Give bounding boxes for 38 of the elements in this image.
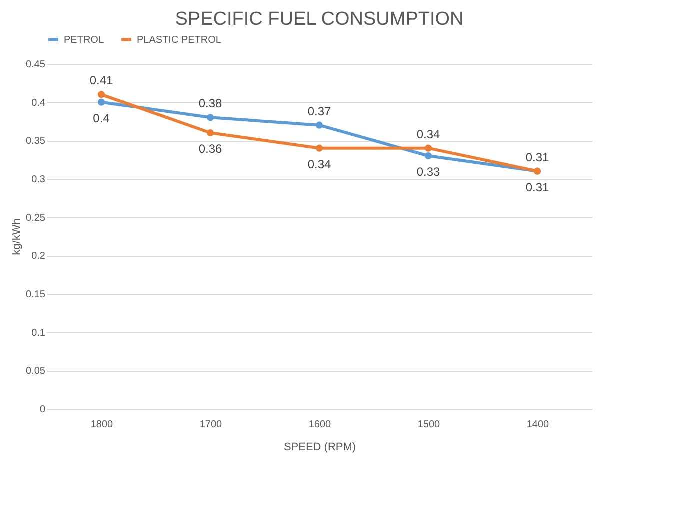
data-label: 0.31 bbox=[526, 150, 550, 164]
data-label: 0.34 bbox=[416, 127, 440, 142]
data-label: 0.4 bbox=[93, 111, 110, 126]
legend-label: PETROL bbox=[64, 34, 104, 46]
data-label: 0.33 bbox=[416, 165, 440, 179]
data-label: 0.36 bbox=[198, 142, 222, 156]
y-tick-label: 0.15 bbox=[26, 290, 46, 300]
y-tick-label: 0.25 bbox=[26, 212, 46, 224]
point bbox=[316, 144, 324, 152]
point bbox=[206, 129, 214, 137]
data-label: 0.41 bbox=[90, 74, 114, 88]
y-tick-label: 0.1 bbox=[32, 328, 46, 339]
x-axis-title: SPEED (RPM) bbox=[284, 442, 356, 454]
y-tick-label: 0.45 bbox=[26, 60, 46, 70]
data-label: 0.34 bbox=[308, 157, 332, 172]
y-axis-title: kg/kWh bbox=[11, 218, 24, 256]
point bbox=[424, 144, 432, 152]
y-tick-label: 0.2 bbox=[32, 251, 46, 262]
point bbox=[98, 98, 106, 106]
point bbox=[424, 152, 432, 160]
data-label: 0.31 bbox=[526, 180, 550, 194]
chart-title: SPECIFIC FUEL CONSUMPTION bbox=[175, 9, 464, 30]
x-tick-label: 1400 bbox=[526, 420, 550, 430]
point bbox=[98, 91, 106, 98]
point bbox=[206, 114, 214, 122]
x-tick-label: 1800 bbox=[90, 420, 114, 430]
data-label: 0.38 bbox=[198, 96, 222, 111]
y-tick-label: 0 bbox=[40, 404, 46, 416]
y-tick-label: 0.05 bbox=[26, 366, 46, 378]
y-tick-label: 0.3 bbox=[32, 174, 46, 186]
data-label: 0.37 bbox=[308, 104, 332, 118]
y-tick-label: 0.35 bbox=[26, 136, 46, 148]
legend-label: PLASTIC PETROL bbox=[137, 34, 222, 46]
point bbox=[316, 122, 324, 129]
y-tick-label: 0.4 bbox=[32, 98, 46, 109]
x-tick-label: 1500 bbox=[418, 420, 441, 430]
x-tick-label: 1700 bbox=[200, 420, 223, 430]
x-tick-label: 1600 bbox=[308, 420, 332, 430]
